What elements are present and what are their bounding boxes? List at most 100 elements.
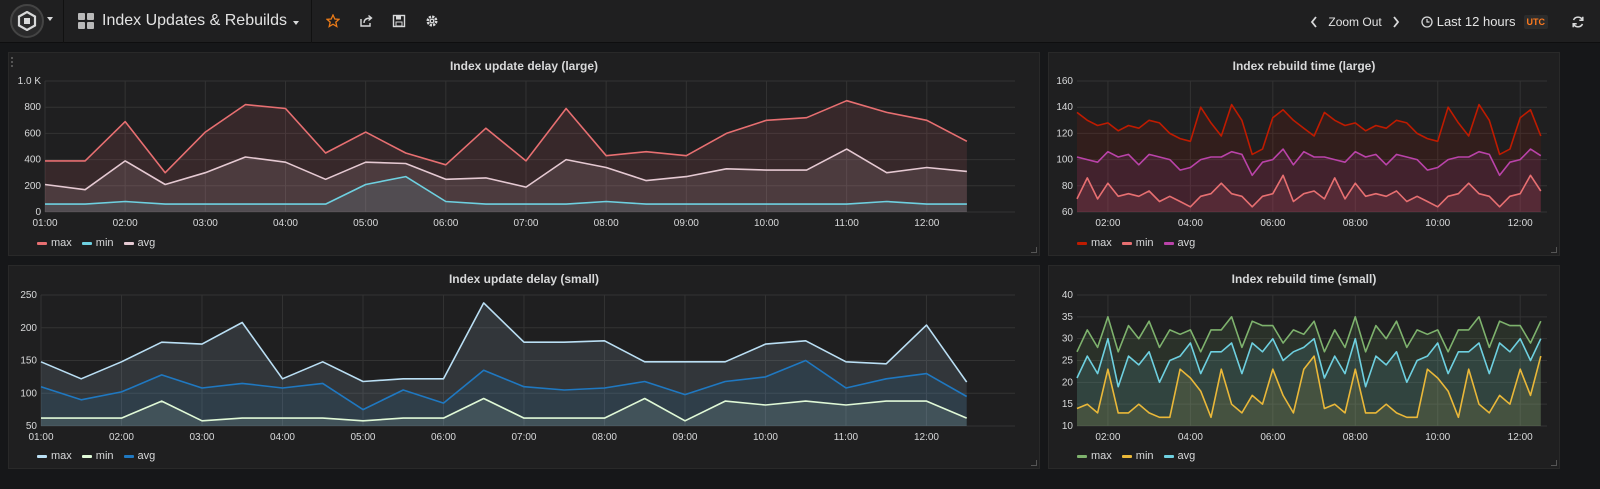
save-button[interactable] [382,0,415,43]
x-tick-label: 06:00 [431,432,456,443]
legend-swatch [1121,241,1132,245]
x-tick-label: 10:00 [754,218,779,229]
chart-legend: max min avg [1077,237,1205,249]
legend-item-avg[interactable]: avg [1163,450,1195,462]
legend-swatch [37,241,47,245]
y-tick-label: 400 [24,155,41,166]
x-tick-label: 08:00 [592,432,617,443]
legend-item-min[interactable]: min [81,450,114,462]
time-range-picker[interactable]: Last 12 hours UTC [1421,14,1548,29]
legend-swatch [1163,241,1174,245]
series-area-min [1077,175,1541,212]
y-tick-label: 800 [24,102,41,113]
series-line-avg[interactable] [40,359,968,411]
x-tick-label: 10:00 [1425,218,1450,229]
clock-icon [1421,15,1433,28]
chart-plot-area[interactable]: 0 200 400 600 800 1.0 K 01:00 02:00 03:00 04:00 05… [9,53,1041,257]
series-line-min[interactable] [45,175,967,205]
x-tick-label: 07:00 [513,218,538,229]
legend-item-max[interactable]: max [1077,237,1112,249]
series-line-min[interactable] [1076,174,1542,208]
legend-item-avg[interactable]: avg [123,237,156,249]
legend-item-avg[interactable]: avg [1163,237,1195,249]
chevron-down-icon [293,20,299,25]
y-tick-label: 100 [1056,155,1073,166]
panel-index-rebuild-time-small: Index rebuild time (small) 10 15 20 25 30 35 4… [1048,265,1560,469]
grafana-logo-menu[interactable] [0,0,64,43]
legend-label: max [51,237,72,249]
legend-swatch [81,454,92,458]
series-line-min[interactable] [1076,355,1542,419]
series-line-avg[interactable] [1076,337,1542,388]
resize-handle-icon[interactable] [1551,460,1557,466]
legend-label: avg [137,237,156,249]
legend-label: min [1135,237,1154,249]
time-controls: Zoom Out Last 12 hours UTC [1303,0,1600,43]
chart-plot-area[interactable]: 60 80 100 120 140 160 02:00 04:00 06:00 08:00 10:0… [1049,53,1561,257]
series-area-avg [1077,149,1541,212]
legend-item-min[interactable]: min [1121,237,1154,249]
panel-title[interactable]: Index rebuild time (small) [1231,272,1377,286]
series-line-max[interactable] [1076,103,1542,156]
panel-title[interactable]: Index update delay (large) [449,59,599,73]
star-button[interactable] [316,0,349,43]
series-line-max[interactable] [1076,316,1542,353]
resize-handle-icon[interactable] [1031,460,1037,466]
share-icon [359,14,373,27]
panel-title[interactable]: Index rebuild time (large) [1232,59,1376,73]
legend-swatch [1077,241,1087,245]
x-tick-label: 12:00 [914,218,939,229]
series-area-avg [41,360,967,426]
time-shift-back-button[interactable] [1303,0,1325,43]
legend-item-max[interactable]: max [37,450,72,462]
y-tick-label: 100 [20,388,37,399]
legend-swatch [123,454,134,458]
x-tick-label: 12:00 [914,432,939,443]
legend-item-min[interactable]: min [81,237,114,249]
x-tick-label: 01:00 [32,218,57,229]
series-line-max[interactable] [40,302,968,383]
series-line-min[interactable] [41,397,968,422]
time-range-label: Last 12 hours [1436,14,1516,29]
panel-index-update-delay-large: Index update delay (large) 0 200 400 600 800… [8,52,1040,256]
settings-button[interactable] [415,0,448,43]
legend-item-min[interactable]: min [1121,450,1154,462]
zoom-out-button[interactable]: Zoom Out [1328,14,1382,29]
y-tick-label: 35 [1062,312,1074,323]
resize-handle-icon[interactable] [1031,247,1037,253]
panel-title[interactable]: Index update delay (small) [448,272,600,286]
series-line-avg[interactable] [44,148,967,191]
legend-label: avg [137,450,156,462]
y-tick-label: 200 [20,323,37,334]
legend-item-max[interactable]: max [37,237,72,249]
x-tick-label: 04:00 [1178,218,1203,229]
legend-swatch [37,454,47,458]
x-tick-label: 09:00 [674,218,699,229]
y-tick-label: 150 [20,356,37,367]
dashboard-title-dropdown[interactable]: Index Updates & Rebuilds [64,0,312,43]
y-tick-label: 50 [26,421,38,432]
chevron-down-icon [47,16,53,21]
chart-plot-area[interactable]: 10 15 20 25 30 35 40 02:00 04:00 06:00 08:00 10:00 1… [1049,266,1561,470]
time-shift-forward-button[interactable] [1385,0,1407,43]
legend-label: min [95,237,114,249]
x-tick-label: 10:00 [1425,432,1450,443]
top-navbar: Index Updates & Rebuilds Zoom Out Last 1… [0,0,1600,43]
y-tick-label: 250 [20,290,37,301]
resize-handle-icon[interactable] [1551,247,1557,253]
share-button[interactable] [349,0,382,43]
x-tick-label: 05:00 [353,218,378,229]
legend-item-max[interactable]: max [1077,450,1112,462]
series-line-max[interactable] [45,99,968,174]
x-tick-label: 08:00 [1343,218,1368,229]
y-tick-label: 20 [1062,377,1074,388]
x-tick-label: 08:00 [1343,432,1368,443]
series-line-avg[interactable] [1076,148,1542,177]
refresh-button[interactable] [1556,0,1600,43]
x-tick-label: 06:00 [1260,218,1285,229]
legend-item-avg[interactable]: avg [123,450,156,462]
chart-plot-area[interactable]: 50 100 150 200 250 01:00 02:00 03:00 04:00 05:00 0… [9,266,1041,470]
legend-label: max [1091,237,1112,249]
legend-swatch [1077,454,1087,458]
drag-handle-icon[interactable] [11,57,15,71]
